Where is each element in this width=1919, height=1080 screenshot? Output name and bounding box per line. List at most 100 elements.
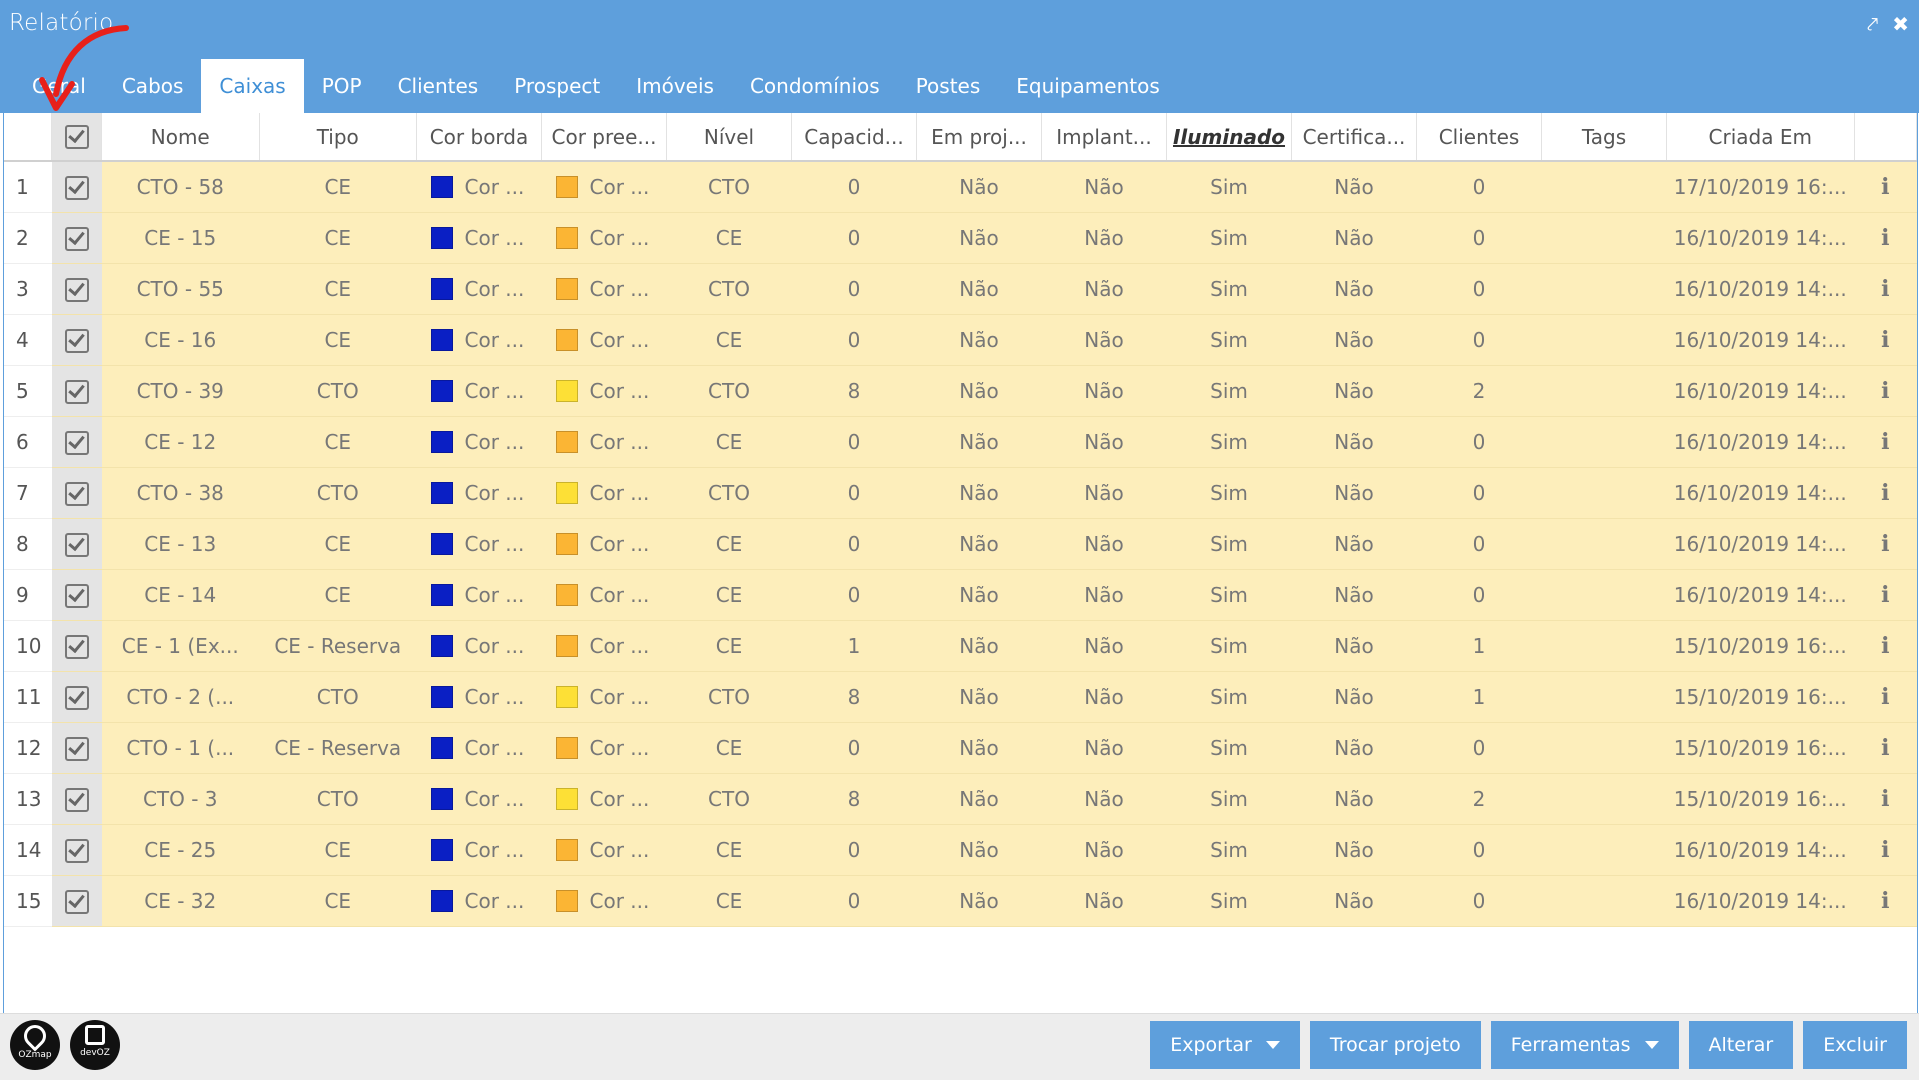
row-checkbox[interactable] (51, 518, 102, 570)
column-header-em-proj[interactable]: Em proj... (916, 113, 1042, 162)
row-checkbox[interactable] (51, 569, 102, 621)
close-icon[interactable]: ✖ (1892, 12, 1909, 36)
row-checkbox[interactable] (51, 416, 102, 468)
column-header-tipo[interactable]: Tipo (259, 113, 417, 162)
table-row[interactable]: 3 CTO - 55 CE Cor ... Cor ... CTO 0 Não Não Sim Nã… (4, 263, 1917, 315)
tab-clientes[interactable]: Clientes (397, 74, 479, 98)
cell-cor-borda: Cor ... (416, 365, 542, 417)
pin-icon[interactable]: ⤤ (1866, 12, 1879, 36)
tab-equipamentos[interactable]: Equipamentos (1016, 74, 1160, 98)
column-header-iluminado[interactable]: Iluminado (1166, 113, 1292, 162)
row-checkbox[interactable] (51, 161, 102, 213)
row-checkbox[interactable] (51, 212, 102, 264)
cell-tipo: CE (259, 161, 417, 213)
edit-button[interactable]: Alterar (1688, 1021, 1794, 1069)
cell-implantado: Não (1041, 212, 1167, 264)
table-row[interactable]: 13 CTO - 3 CTO Cor ... Cor ... CTO 8 Não Não Sim N… (4, 773, 1917, 825)
select-all-checkbox[interactable] (51, 113, 102, 162)
row-checkbox[interactable] (51, 722, 102, 774)
change-project-button[interactable]: Trocar projeto (1309, 1021, 1481, 1069)
row-checkbox[interactable] (51, 263, 102, 315)
info-icon[interactable]: i (1854, 518, 1917, 570)
row-checkbox[interactable] (51, 773, 102, 825)
tab-pop[interactable]: POP (321, 74, 362, 98)
info-icon[interactable]: i (1854, 212, 1917, 264)
delete-button[interactable]: Excluir (1803, 1021, 1907, 1069)
cell-nome: CTO - 3 (101, 773, 259, 825)
info-icon[interactable]: i (1854, 722, 1917, 774)
info-icon[interactable]: i (1854, 314, 1917, 366)
tab-im-veis[interactable]: Imóveis (636, 74, 714, 98)
cell-cor-pree: Cor ... (541, 212, 667, 264)
info-icon[interactable]: i (1854, 467, 1917, 519)
row-checkbox[interactable] (51, 875, 102, 927)
tab-prospect[interactable]: Prospect (514, 74, 601, 98)
info-icon[interactable]: i (1854, 875, 1917, 927)
column-header-n-vel[interactable]: Nível (666, 113, 792, 162)
column-header-tags[interactable]: Tags (1541, 113, 1667, 162)
color-label: Cor ... (589, 532, 650, 556)
cell-iluminado: Sim (1166, 212, 1292, 264)
window-title: Relatório (9, 10, 114, 36)
info-icon[interactable]: i (1854, 773, 1917, 825)
cell-tags (1541, 875, 1667, 927)
table-row[interactable]: 1 CTO - 58 CE Cor ... Cor ... CTO 0 Não Não Sim Nã… (4, 161, 1917, 213)
cell-nivel: CE (666, 620, 792, 672)
table-row[interactable]: 9 CE - 14 CE Cor ... Cor ... CE 0 Não Não Sim Não 0… (4, 569, 1917, 621)
cell-clientes: 2 (1416, 773, 1542, 825)
ozmap-logo-label: OZmap (18, 1050, 52, 1060)
info-icon[interactable]: i (1854, 671, 1917, 723)
cell-cor-pree: Cor ... (541, 620, 667, 672)
table-row[interactable]: 4 CE - 16 CE Cor ... Cor ... CE 0 Não Não Sim Não 0… (4, 314, 1917, 366)
row-checkbox[interactable] (51, 314, 102, 366)
cell-iluminado: Sim (1166, 518, 1292, 570)
tab-condom-nios[interactable]: Condomínios (749, 74, 880, 98)
table-row[interactable]: 11 CTO - 2 (... CTO Cor ... Cor ... CTO 8 Não Nã… (4, 671, 1917, 723)
column-header-implant[interactable]: Implant... (1041, 113, 1167, 162)
column-header-capacid[interactable]: Capacid... (791, 113, 917, 162)
row-checkbox[interactable] (51, 365, 102, 417)
cell-cor-borda: Cor ... (416, 722, 542, 774)
tab-caixas[interactable]: Caixas (201, 59, 304, 113)
cell-cor-pree: Cor ... (541, 161, 667, 213)
column-header-cor-pree[interactable]: Cor pree... (541, 113, 667, 162)
tab-cabos[interactable]: Cabos (121, 74, 184, 98)
table-row[interactable]: 15 CE - 32 CE Cor ... Cor ... CE 0 Não Não Sim Não… (4, 875, 1917, 927)
row-checkbox[interactable] (51, 671, 102, 723)
table-row[interactable]: 12 CTO - 1 (... CE - Reserva Cor ... Cor ...… (4, 722, 1917, 774)
tab-postes[interactable]: Postes (915, 74, 981, 98)
table-row[interactable]: 7 CTO - 38 CTO Cor ... Cor ... CTO 0 Não Não Sim N… (4, 467, 1917, 519)
cell-em-projeto: Não (916, 212, 1042, 264)
row-checkbox[interactable] (51, 467, 102, 519)
column-header-clientes[interactable]: Clientes (1416, 113, 1542, 162)
column-header-criada-em[interactable]: Criada Em (1666, 113, 1855, 162)
column-header-certifica[interactable]: Certifica... (1291, 113, 1417, 162)
info-icon[interactable]: i (1854, 263, 1917, 315)
info-icon[interactable]: i (1854, 620, 1917, 672)
tab-geral[interactable]: Geral (32, 74, 86, 98)
column-header-nome[interactable]: Nome (101, 113, 260, 162)
column-header-cor-borda[interactable]: Cor borda (416, 113, 542, 162)
color-label: Cor ... (464, 532, 525, 556)
checkbox-checked-icon (64, 583, 89, 608)
table-row[interactable]: 2 CE - 15 CE Cor ... Cor ... CE 0 Não Não Sim Não 0… (4, 212, 1917, 264)
info-icon[interactable]: i (1854, 365, 1917, 417)
tools-button[interactable]: Ferramentas (1490, 1021, 1679, 1069)
table-row[interactable]: 14 CE - 25 CE Cor ... Cor ... CE 0 Não Não Sim Não… (4, 824, 1917, 876)
info-icon[interactable]: i (1854, 161, 1917, 213)
table-row[interactable]: 8 CE - 13 CE Cor ... Cor ... CE 0 Não Não Sim Não 0… (4, 518, 1917, 570)
table-row[interactable]: 6 CE - 12 CE Cor ... Cor ... CE 0 Não Não Sim Não 0… (4, 416, 1917, 468)
cell-implantado: Não (1041, 875, 1167, 927)
border-color-swatch (430, 482, 453, 504)
row-checkbox[interactable] (51, 824, 102, 876)
info-icon[interactable]: i (1854, 416, 1917, 468)
devoz-logo: devOZ (70, 1020, 120, 1070)
table-row[interactable]: 10 CE - 1 (Ex... CE - Reserva Cor ... Cor ..… (4, 620, 1917, 672)
cell-em-projeto: Não (916, 569, 1042, 621)
table-row[interactable]: 5 CTO - 39 CTO Cor ... Cor ... CTO 8 Não Não Sim N… (4, 365, 1917, 417)
info-icon[interactable]: i (1854, 569, 1917, 621)
export-button[interactable]: Exportar (1150, 1021, 1300, 1069)
row-checkbox[interactable] (51, 620, 102, 672)
fill-color-swatch (555, 176, 578, 198)
info-icon[interactable]: i (1854, 824, 1917, 876)
